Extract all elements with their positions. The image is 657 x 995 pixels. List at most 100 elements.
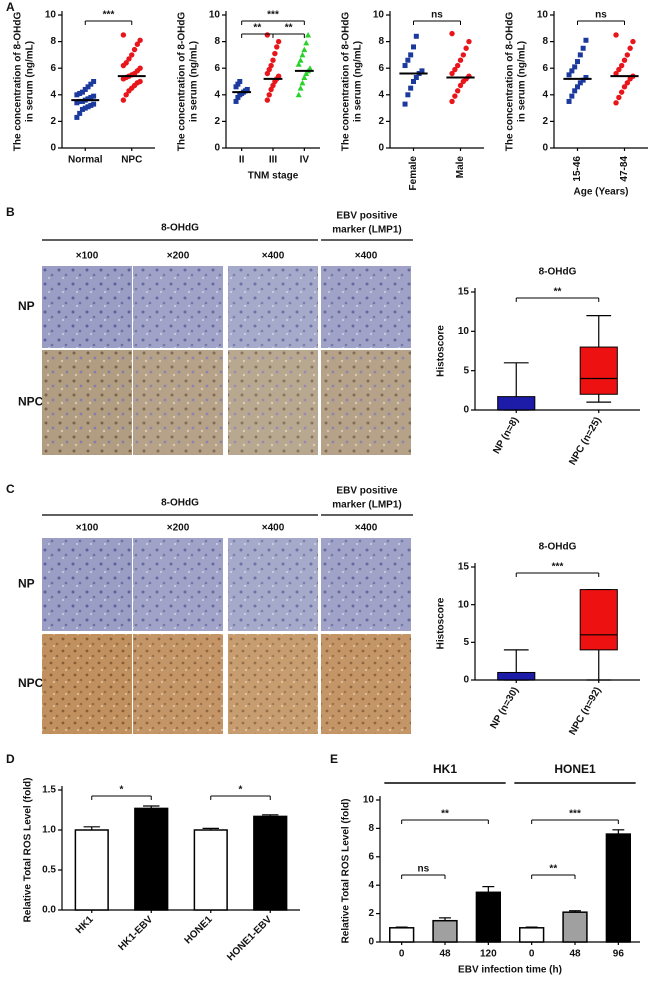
x-tick-label: Male [455, 156, 466, 179]
data-point [306, 65, 313, 71]
data-point [120, 97, 127, 103]
y-tick-label: 10 [458, 326, 470, 337]
data-point [402, 63, 408, 69]
marker-label: marker (LMP1) [332, 225, 401, 236]
data-point [566, 72, 572, 78]
x-tick-label: IV [300, 155, 310, 166]
y-tick-label: 2 [542, 116, 548, 127]
marker-label: marker (LMP1) [332, 500, 401, 511]
y-tick-label: 5 [463, 365, 469, 376]
box [497, 396, 536, 411]
micrograph [321, 538, 411, 631]
bar [74, 829, 109, 911]
x-tick-label: III [269, 155, 278, 166]
micrograph [321, 350, 411, 455]
y-tick-label: 10 [458, 599, 470, 610]
data-point [405, 92, 411, 98]
y-tick-label: 10 [537, 10, 549, 21]
y-tick-label: 8 [378, 36, 384, 47]
y-axis-label: Relative Total ROS Level (fold) [23, 778, 34, 923]
x-tick-label: 48 [569, 949, 581, 960]
y-tick-label: 8 [368, 823, 374, 834]
y-tick-label: 0 [463, 675, 469, 686]
row-label: NP [18, 577, 35, 591]
group-label: HK1 [433, 762, 457, 776]
data-point [618, 62, 625, 69]
y-tick-label: 5 [463, 637, 469, 648]
data-point [274, 44, 280, 50]
x-tick-label: HK1-EBV [116, 914, 155, 953]
data-point [137, 65, 143, 71]
data-point [123, 92, 129, 98]
magnification: ×200 [167, 523, 190, 534]
box [579, 589, 618, 651]
bar [134, 807, 169, 911]
data-point [126, 56, 132, 62]
significance-label: *** [103, 10, 115, 21]
data-point [452, 93, 458, 99]
x-tick-label: NPC [121, 155, 142, 166]
micrograph [228, 634, 318, 734]
significance-label: ** [549, 864, 557, 875]
data-point [408, 52, 414, 58]
data-point [235, 81, 241, 87]
magnification: ×400 [262, 523, 285, 534]
data-point [572, 64, 578, 70]
data-point [272, 50, 278, 57]
data-point [460, 52, 467, 58]
y-tick-label: 0 [463, 405, 469, 416]
x-tick-label: 15-46 [572, 156, 583, 182]
data-point [457, 57, 464, 63]
micrograph [42, 538, 132, 631]
data-point [402, 101, 408, 107]
magnification: ×400 [355, 523, 378, 534]
row-label: NP [18, 299, 35, 313]
data-point [569, 93, 575, 99]
x-tick-label: 48 [439, 949, 451, 960]
magnification: ×400 [262, 251, 285, 262]
y-tick-label: 4 [378, 89, 384, 100]
data-point [266, 92, 272, 98]
y-tick-label: 4 [542, 89, 548, 100]
data-point [303, 39, 310, 46]
y-axis-label: The concentration of 8-OHdG [13, 12, 24, 152]
panel-label: A [6, 0, 15, 14]
data-point [295, 61, 302, 67]
data-point [74, 114, 80, 120]
data-point [85, 104, 91, 110]
significance-label: * [120, 785, 124, 796]
y-axis-label: in serum (ng/mL) [353, 41, 364, 122]
significance-label: *** [267, 10, 279, 21]
y-axis-label: The concentration of 8-OHdG [341, 12, 352, 152]
data-point [268, 62, 274, 69]
y-tick-label: 4 [368, 880, 374, 891]
data-point [129, 52, 135, 58]
y-tick-label: 8 [542, 36, 548, 47]
data-point [299, 79, 306, 86]
y-tick-label: 0.5 [42, 865, 56, 876]
data-point [577, 52, 583, 58]
significance-label: ns [595, 10, 607, 21]
data-point [295, 91, 302, 98]
panel-label: E [330, 752, 338, 766]
significance-label: * [239, 785, 243, 796]
x-tick-label: II [239, 155, 245, 166]
x-tick-label: 0 [399, 949, 405, 960]
bar [562, 911, 588, 943]
data-point [79, 106, 85, 112]
data-point [613, 100, 619, 106]
data-point [137, 78, 143, 85]
micrograph [321, 634, 411, 734]
y-tick-label: 0 [214, 143, 220, 154]
y-tick-label: 6 [542, 63, 548, 74]
micrograph [228, 538, 318, 631]
data-point [297, 57, 304, 63]
bar [605, 833, 632, 943]
data-point [411, 44, 416, 50]
data-point [583, 75, 589, 81]
y-axis-label: Histoscore [436, 325, 447, 377]
box [497, 671, 536, 681]
data-point [237, 79, 243, 84]
data-point [305, 31, 312, 38]
magnification: ×100 [76, 251, 99, 262]
